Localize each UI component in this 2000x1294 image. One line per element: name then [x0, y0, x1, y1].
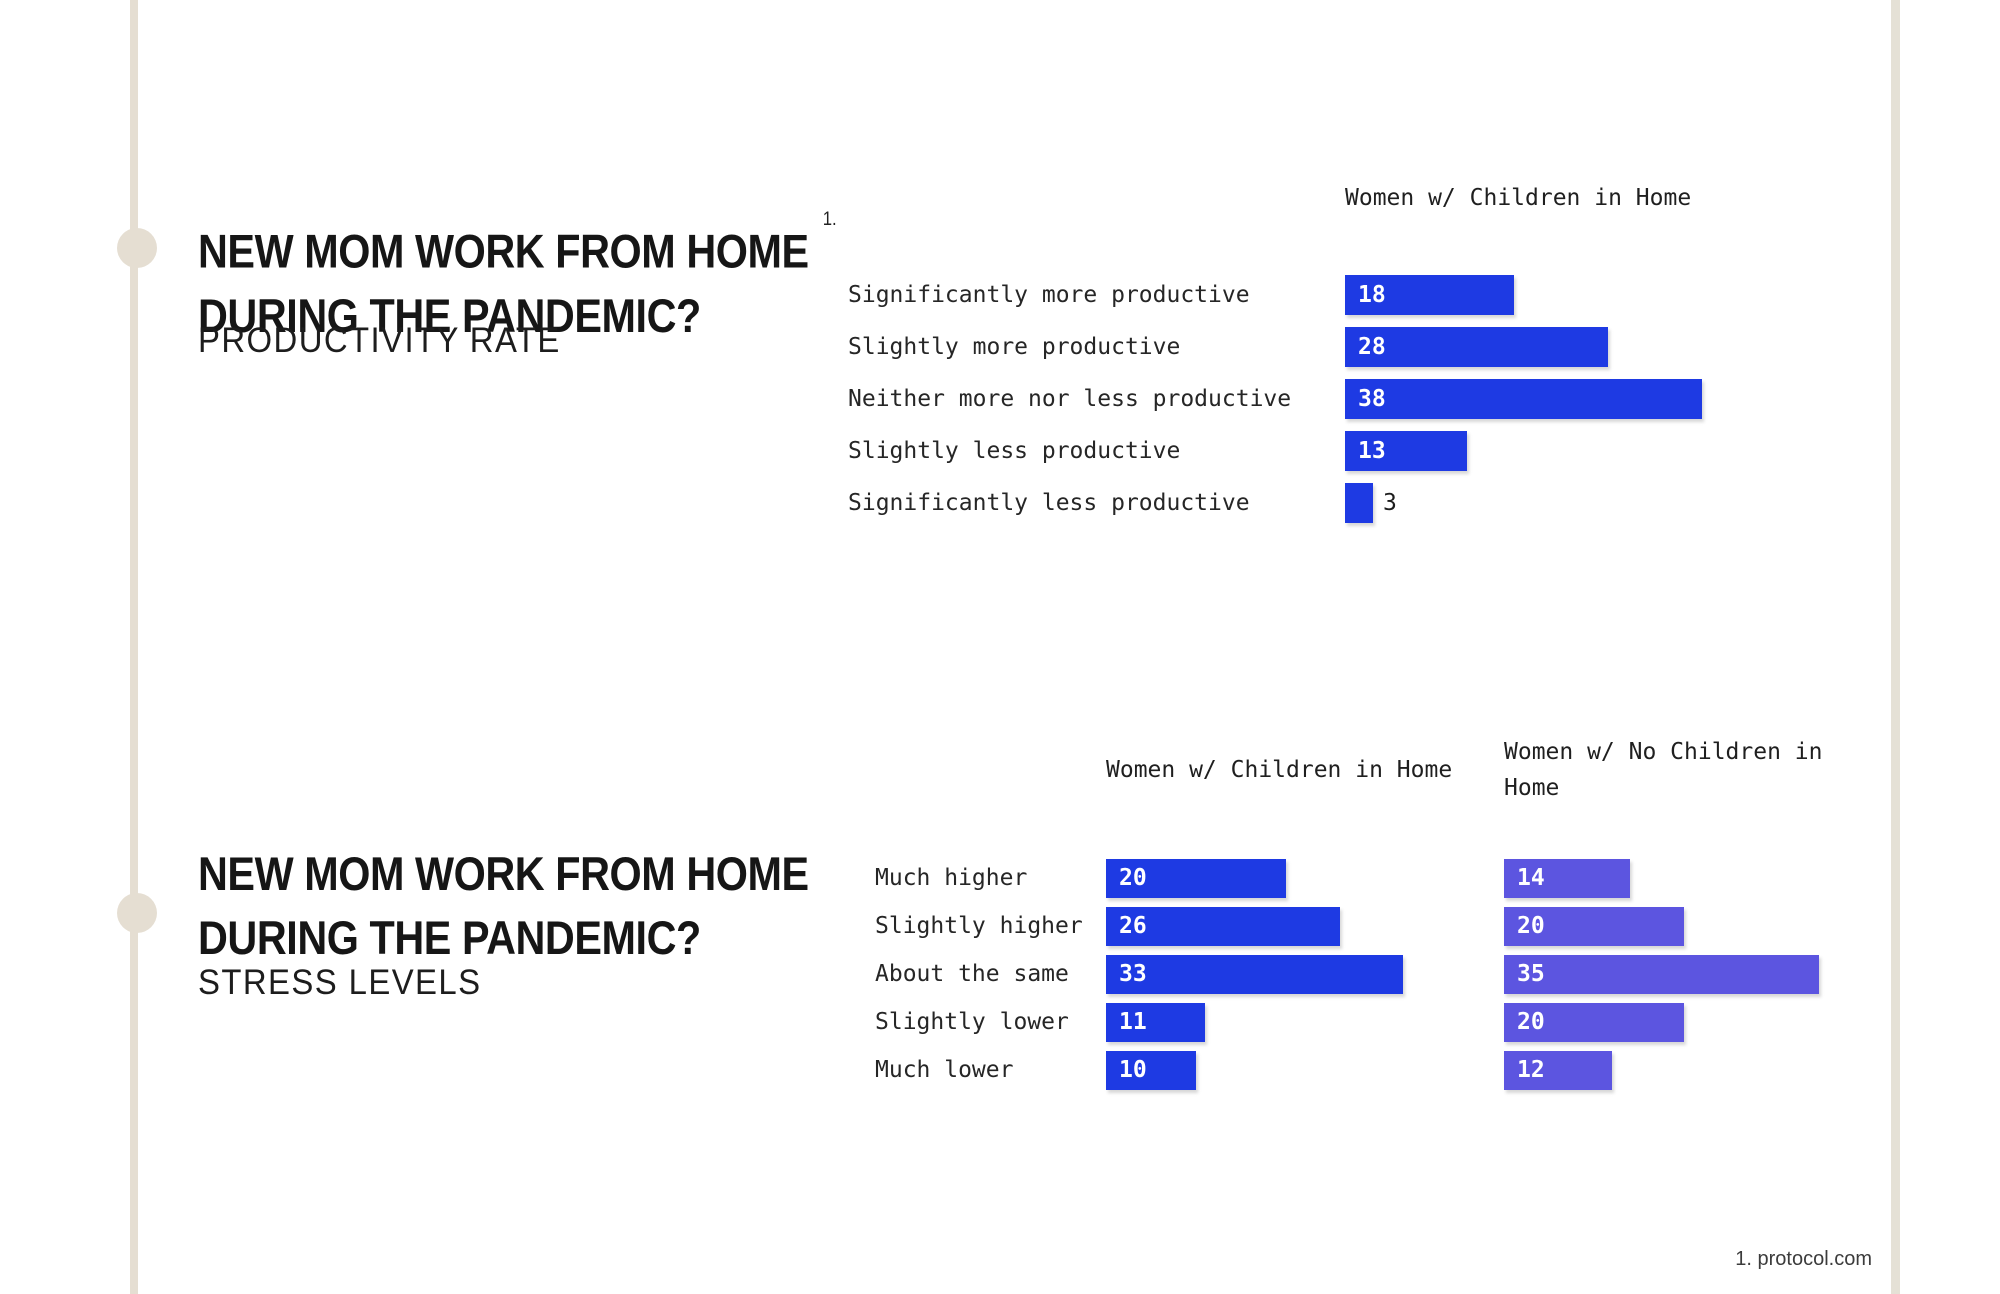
timeline-dot-bottom: [117, 893, 157, 933]
bar-value-label: 11: [1119, 1009, 1147, 1035]
bar: 18: [1345, 275, 1514, 315]
bar-value-label: 33: [1119, 961, 1147, 987]
bar-value-label: 10: [1119, 1057, 1147, 1083]
chart1-column-header: Women w/ Children in Home: [1345, 185, 1692, 211]
bar: 20: [1504, 906, 1684, 946]
bar: 13: [1345, 431, 1467, 471]
bar: [1345, 483, 1373, 523]
bar-cell: 20: [1504, 1002, 1924, 1042]
bar-cell: 35: [1504, 954, 1924, 994]
category-label: Slightly higher: [875, 913, 1083, 939]
stress-levels-chart: Much higher 20 14 Slightly higher 26 20 About …: [875, 854, 1924, 1094]
category-label: Slightly less productive: [848, 438, 1181, 464]
bar-cell: 26: [1106, 906, 1504, 946]
bar: 35: [1504, 954, 1819, 994]
chart-row: About the same 33 35: [875, 950, 1924, 998]
bar-value-label: 20: [1119, 865, 1147, 891]
section1-title-line1: NEW MOM WORK FROM HOME: [198, 224, 809, 278]
chart-row: Neither more nor less productive 38: [848, 373, 1965, 425]
bar: 12: [1504, 1050, 1612, 1090]
timeline-dot-top: [117, 228, 157, 268]
bar: 26: [1106, 906, 1340, 946]
chart2-column2-header: Women w/ No Children in Home: [1504, 739, 1823, 801]
bar-cell: 12: [1504, 1050, 1924, 1090]
left-border-line: [130, 0, 138, 1294]
category-label: Slightly more productive: [848, 334, 1181, 360]
bar-value-label: 14: [1517, 865, 1545, 891]
category-label: Neither more nor less productive: [848, 386, 1292, 412]
section1-title-line2: DURING THE PANDEMIC?: [198, 288, 701, 342]
section2-title: NEW MOM WORK FROM HOME DURING THE PANDEM…: [198, 842, 809, 970]
bar-cell: 18: [1345, 275, 1965, 315]
chart-row: Much lower 10 12: [875, 1046, 1924, 1094]
bar-cell: 28: [1345, 327, 1965, 367]
section1-title: NEW MOM WORK FROM HOME 1. DURING THE PAND…: [198, 209, 837, 348]
category-label: About the same: [875, 961, 1069, 987]
category-label: Significantly less productive: [848, 490, 1250, 516]
chart-row: Much higher 20 14: [875, 854, 1924, 902]
section2-title-line2: DURING THE PANDEMIC?: [198, 911, 701, 964]
chart-row: Significantly more productive 18: [848, 269, 1965, 321]
bar-value-label: 20: [1517, 913, 1545, 939]
bar-value-label: 38: [1358, 386, 1386, 412]
chart-row: Slightly higher 26 20: [875, 902, 1924, 950]
productivity-chart: Significantly more productive 18 Slightly …: [848, 269, 1965, 529]
bar: 33: [1106, 954, 1403, 994]
section1-subtitle: PRODUCTIVITY RATE: [198, 321, 561, 360]
bar-value-label: 28: [1358, 334, 1386, 360]
bar-value-label: 20: [1517, 1009, 1545, 1035]
bar: 20: [1504, 1002, 1684, 1042]
bar: 10: [1106, 1050, 1196, 1090]
bar-value-label: 12: [1517, 1057, 1545, 1083]
bar-value-label: 13: [1358, 438, 1386, 464]
bar-value-label: 26: [1119, 913, 1147, 939]
chart-row: Slightly more productive 28: [848, 321, 1965, 373]
bar-value-label: 35: [1517, 961, 1545, 987]
category-label: Much lower: [875, 1057, 1014, 1083]
category-label: Much higher: [875, 865, 1028, 891]
bar-cell: 20: [1106, 858, 1504, 898]
chart-row: Slightly less productive 13: [848, 425, 1965, 477]
chart-row: Significantly less productive 3: [848, 477, 1965, 529]
bar-value-label: 18: [1358, 282, 1386, 308]
right-border-line: [1891, 0, 1900, 1294]
bar-cell: 10: [1106, 1050, 1504, 1090]
bar-cell: 38: [1345, 379, 1965, 419]
bar: 20: [1106, 858, 1286, 898]
bar-value-label: 3: [1383, 490, 1397, 516]
section2-title-line1: NEW MOM WORK FROM HOME: [198, 847, 809, 900]
bar: 14: [1504, 858, 1630, 898]
bar: 38: [1345, 379, 1702, 419]
chart2-column1-header: Women w/ Children in Home: [1106, 757, 1453, 783]
category-label: Slightly lower: [875, 1009, 1069, 1035]
source-footnote: 1. protocol.com: [1735, 1248, 1872, 1270]
section2-subtitle: STRESS LEVELS: [198, 963, 482, 1002]
bar-cell: 3: [1345, 483, 1965, 523]
bar-cell: 11: [1106, 1002, 1504, 1042]
bar-cell: 14: [1504, 858, 1924, 898]
category-label: Significantly more productive: [848, 282, 1250, 308]
bar: 28: [1345, 327, 1608, 367]
bar-cell: 20: [1504, 906, 1924, 946]
bar-cell: 13: [1345, 431, 1965, 471]
chart-row: Slightly lower 11 20: [875, 998, 1924, 1046]
bar-cell: 33: [1106, 954, 1504, 994]
bar: 11: [1106, 1002, 1205, 1042]
footnote-ref-marker: 1.: [822, 209, 837, 230]
section1-title-line1-wrap: NEW MOM WORK FROM HOME 1.: [198, 209, 837, 284]
